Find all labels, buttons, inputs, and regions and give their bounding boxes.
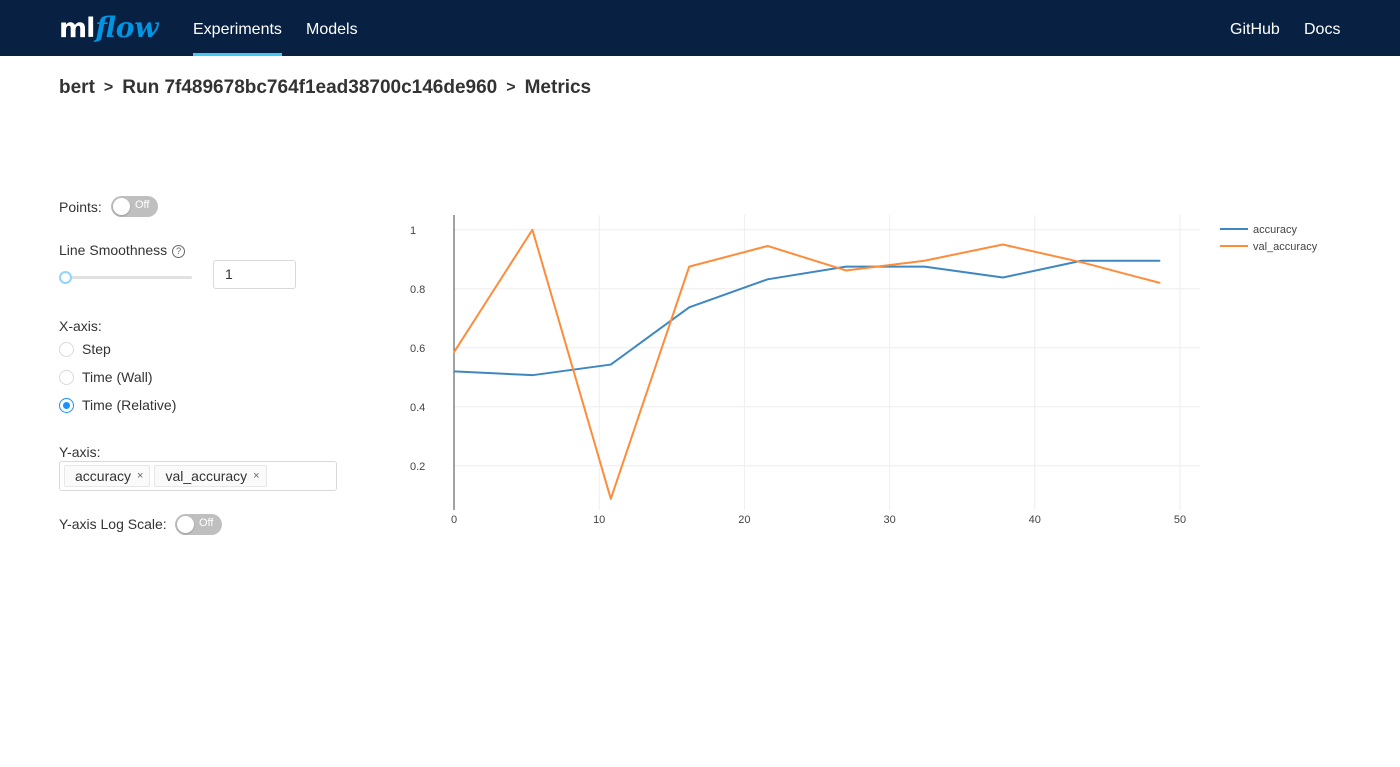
breadcrumb: bert > Run 7f489678bc764f1ead38700c146de… xyxy=(59,75,591,101)
y-tick-label: 0.8 xyxy=(410,284,425,296)
yaxis-metric-select[interactable]: accuracy × val_accuracy × xyxy=(59,461,337,491)
x-tick-label: 30 xyxy=(883,514,895,526)
metric-tag-val-accuracy: val_accuracy × xyxy=(154,465,267,487)
data-point-val_accuracy xyxy=(610,497,612,500)
legend-item-val_accuracy[interactable]: val_accuracy xyxy=(1220,241,1318,253)
yaxis-label: Y-axis: xyxy=(59,444,101,460)
data-point-accuracy xyxy=(453,370,455,373)
radio-label: Step xyxy=(82,341,111,357)
x-tick-label: 0 xyxy=(451,514,457,526)
x-tick-label: 50 xyxy=(1174,514,1186,526)
data-point-val_accuracy xyxy=(923,259,926,262)
logo-flow-text: flow xyxy=(95,11,159,44)
nav-experiments[interactable]: Experiments xyxy=(193,0,282,56)
y-tick-label: 0.2 xyxy=(410,461,425,473)
points-label: Points: xyxy=(59,199,102,215)
legend-label: val_accuracy xyxy=(1253,241,1318,253)
metric-tag-accuracy: accuracy × xyxy=(64,465,151,487)
data-point-accuracy xyxy=(923,265,926,268)
close-icon[interactable]: × xyxy=(253,470,260,482)
mlflow-logo[interactable]: ml flow xyxy=(59,10,159,46)
data-point-accuracy xyxy=(610,363,612,366)
data-point-accuracy xyxy=(1158,259,1161,262)
data-point-val_accuracy xyxy=(688,265,691,268)
data-point-val_accuracy xyxy=(845,269,847,272)
nav-models[interactable]: Models xyxy=(306,21,358,38)
line-smoothness-text: Line Smoothness xyxy=(59,242,168,258)
series-line-accuracy xyxy=(453,259,1160,377)
smoothness-slider-handle[interactable] xyxy=(59,271,72,284)
close-icon[interactable]: × xyxy=(137,470,144,482)
data-point-val_accuracy xyxy=(1080,261,1083,263)
data-point-val_accuracy xyxy=(531,228,534,231)
data-point-accuracy xyxy=(531,374,534,376)
radio-button[interactable] xyxy=(59,369,74,385)
line-smoothness-label: Line Smoothness? xyxy=(59,242,186,258)
points-toggle-text: Off xyxy=(135,199,150,211)
x-tick-label: 40 xyxy=(1029,514,1041,526)
tag-label: val_accuracy xyxy=(165,468,248,484)
yaxis-log-scale-label: Y-axis Log Scale: xyxy=(59,516,167,532)
tag-label: accuracy xyxy=(75,468,132,484)
radio-label: Time (Wall) xyxy=(82,369,153,385)
log-scale-toggle[interactable]: Off xyxy=(175,514,222,535)
smoothness-slider-track[interactable] xyxy=(64,276,192,279)
metrics-line-chart[interactable]: 0.20.40.60.810 10 20 30 40 50accuracyval_accu… xyxy=(380,200,1380,540)
nav-github-link[interactable]: GitHub xyxy=(1230,21,1280,38)
x-tick-label: 10 xyxy=(593,514,605,526)
series-line-val_accuracy xyxy=(453,228,1160,500)
radio-button-checked[interactable] xyxy=(59,397,74,413)
breadcrumb-current-page: Metrics xyxy=(524,77,592,98)
breadcrumb-run-link[interactable]: Run 7f489678bc764f1ead38700c146de960 xyxy=(122,77,498,98)
radio-label: Time (Relative) xyxy=(82,397,177,413)
legend-item-accuracy[interactable]: accuracy xyxy=(1220,224,1298,236)
top-navbar: ml flow Experiments Models GitHub Docs xyxy=(0,0,1400,56)
data-point-accuracy xyxy=(845,265,847,268)
data-point-val_accuracy xyxy=(1158,282,1161,284)
data-point-val_accuracy xyxy=(453,351,455,353)
toggle-knob xyxy=(177,516,194,533)
breadcrumb-separator-icon: > xyxy=(103,79,114,96)
breadcrumb-experiment-link[interactable]: bert xyxy=(59,77,95,98)
breadcrumb-separator-icon: > xyxy=(506,79,516,96)
question-circle-icon[interactable]: ? xyxy=(172,245,186,258)
data-point-accuracy xyxy=(1002,276,1004,279)
radio-button[interactable] xyxy=(59,341,74,357)
data-point-val_accuracy xyxy=(766,245,769,247)
data-point-accuracy xyxy=(688,306,691,309)
xaxis-radio-time-relative[interactable]: Time (Relative) xyxy=(59,395,176,415)
nav-docs-link[interactable]: Docs xyxy=(1304,21,1341,38)
y-tick-label: 1 xyxy=(410,225,416,237)
xaxis-label: X-axis: xyxy=(59,318,102,334)
points-toggle[interactable]: Off xyxy=(111,196,158,217)
log-scale-toggle-text: Off xyxy=(199,517,214,529)
legend-label: accuracy xyxy=(1253,224,1298,236)
logo-ml-text: ml xyxy=(59,13,95,44)
xaxis-radio-time-wall[interactable]: Time (Wall) xyxy=(59,367,153,387)
xaxis-radio-step[interactable]: Step xyxy=(59,339,111,359)
toggle-knob xyxy=(113,198,130,215)
y-tick-label: 0.4 xyxy=(410,402,425,414)
y-tick-label: 0.6 xyxy=(410,343,425,355)
data-point-val_accuracy xyxy=(1002,243,1004,246)
x-tick-label: 20 xyxy=(738,514,750,526)
smoothness-number-input[interactable]: 1 xyxy=(213,260,296,289)
data-point-accuracy xyxy=(766,278,769,281)
